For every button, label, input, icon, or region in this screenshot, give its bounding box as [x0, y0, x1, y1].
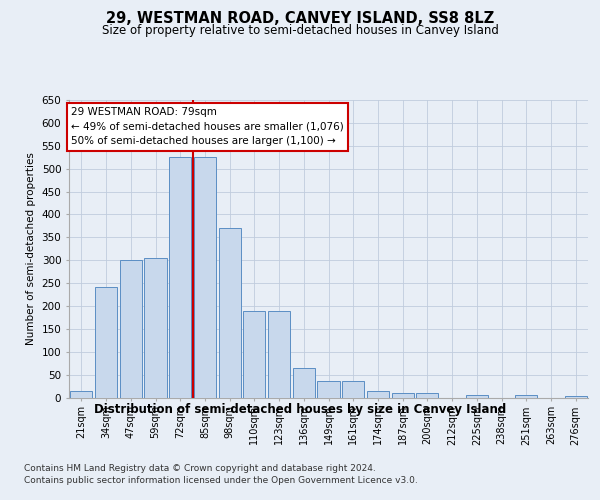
- Bar: [218, 228, 241, 398]
- Bar: [342, 382, 364, 398]
- Bar: [243, 310, 265, 398]
- Bar: [416, 393, 439, 398]
- Bar: [392, 393, 414, 398]
- Bar: [317, 382, 340, 398]
- Bar: [145, 258, 167, 398]
- Text: Contains public sector information licensed under the Open Government Licence v3: Contains public sector information licen…: [24, 476, 418, 485]
- Text: 29, WESTMAN ROAD, CANVEY ISLAND, SS8 8LZ: 29, WESTMAN ROAD, CANVEY ISLAND, SS8 8LZ: [106, 11, 494, 26]
- Bar: [169, 157, 191, 398]
- Text: Size of property relative to semi-detached houses in Canvey Island: Size of property relative to semi-detach…: [101, 24, 499, 37]
- Text: 29 WESTMAN ROAD: 79sqm
← 49% of semi-detached houses are smaller (1,076)
50% of : 29 WESTMAN ROAD: 79sqm ← 49% of semi-det…: [71, 107, 344, 146]
- Y-axis label: Number of semi-detached properties: Number of semi-detached properties: [26, 152, 36, 345]
- Bar: [293, 368, 315, 398]
- Bar: [194, 157, 216, 398]
- Bar: [70, 390, 92, 398]
- Bar: [515, 395, 538, 398]
- Bar: [565, 396, 587, 398]
- Text: Distribution of semi-detached houses by size in Canvey Island: Distribution of semi-detached houses by …: [94, 402, 506, 415]
- Bar: [466, 395, 488, 398]
- Bar: [268, 310, 290, 398]
- Bar: [119, 260, 142, 398]
- Text: Contains HM Land Registry data © Crown copyright and database right 2024.: Contains HM Land Registry data © Crown c…: [24, 464, 376, 473]
- Bar: [367, 390, 389, 398]
- Bar: [95, 286, 117, 398]
